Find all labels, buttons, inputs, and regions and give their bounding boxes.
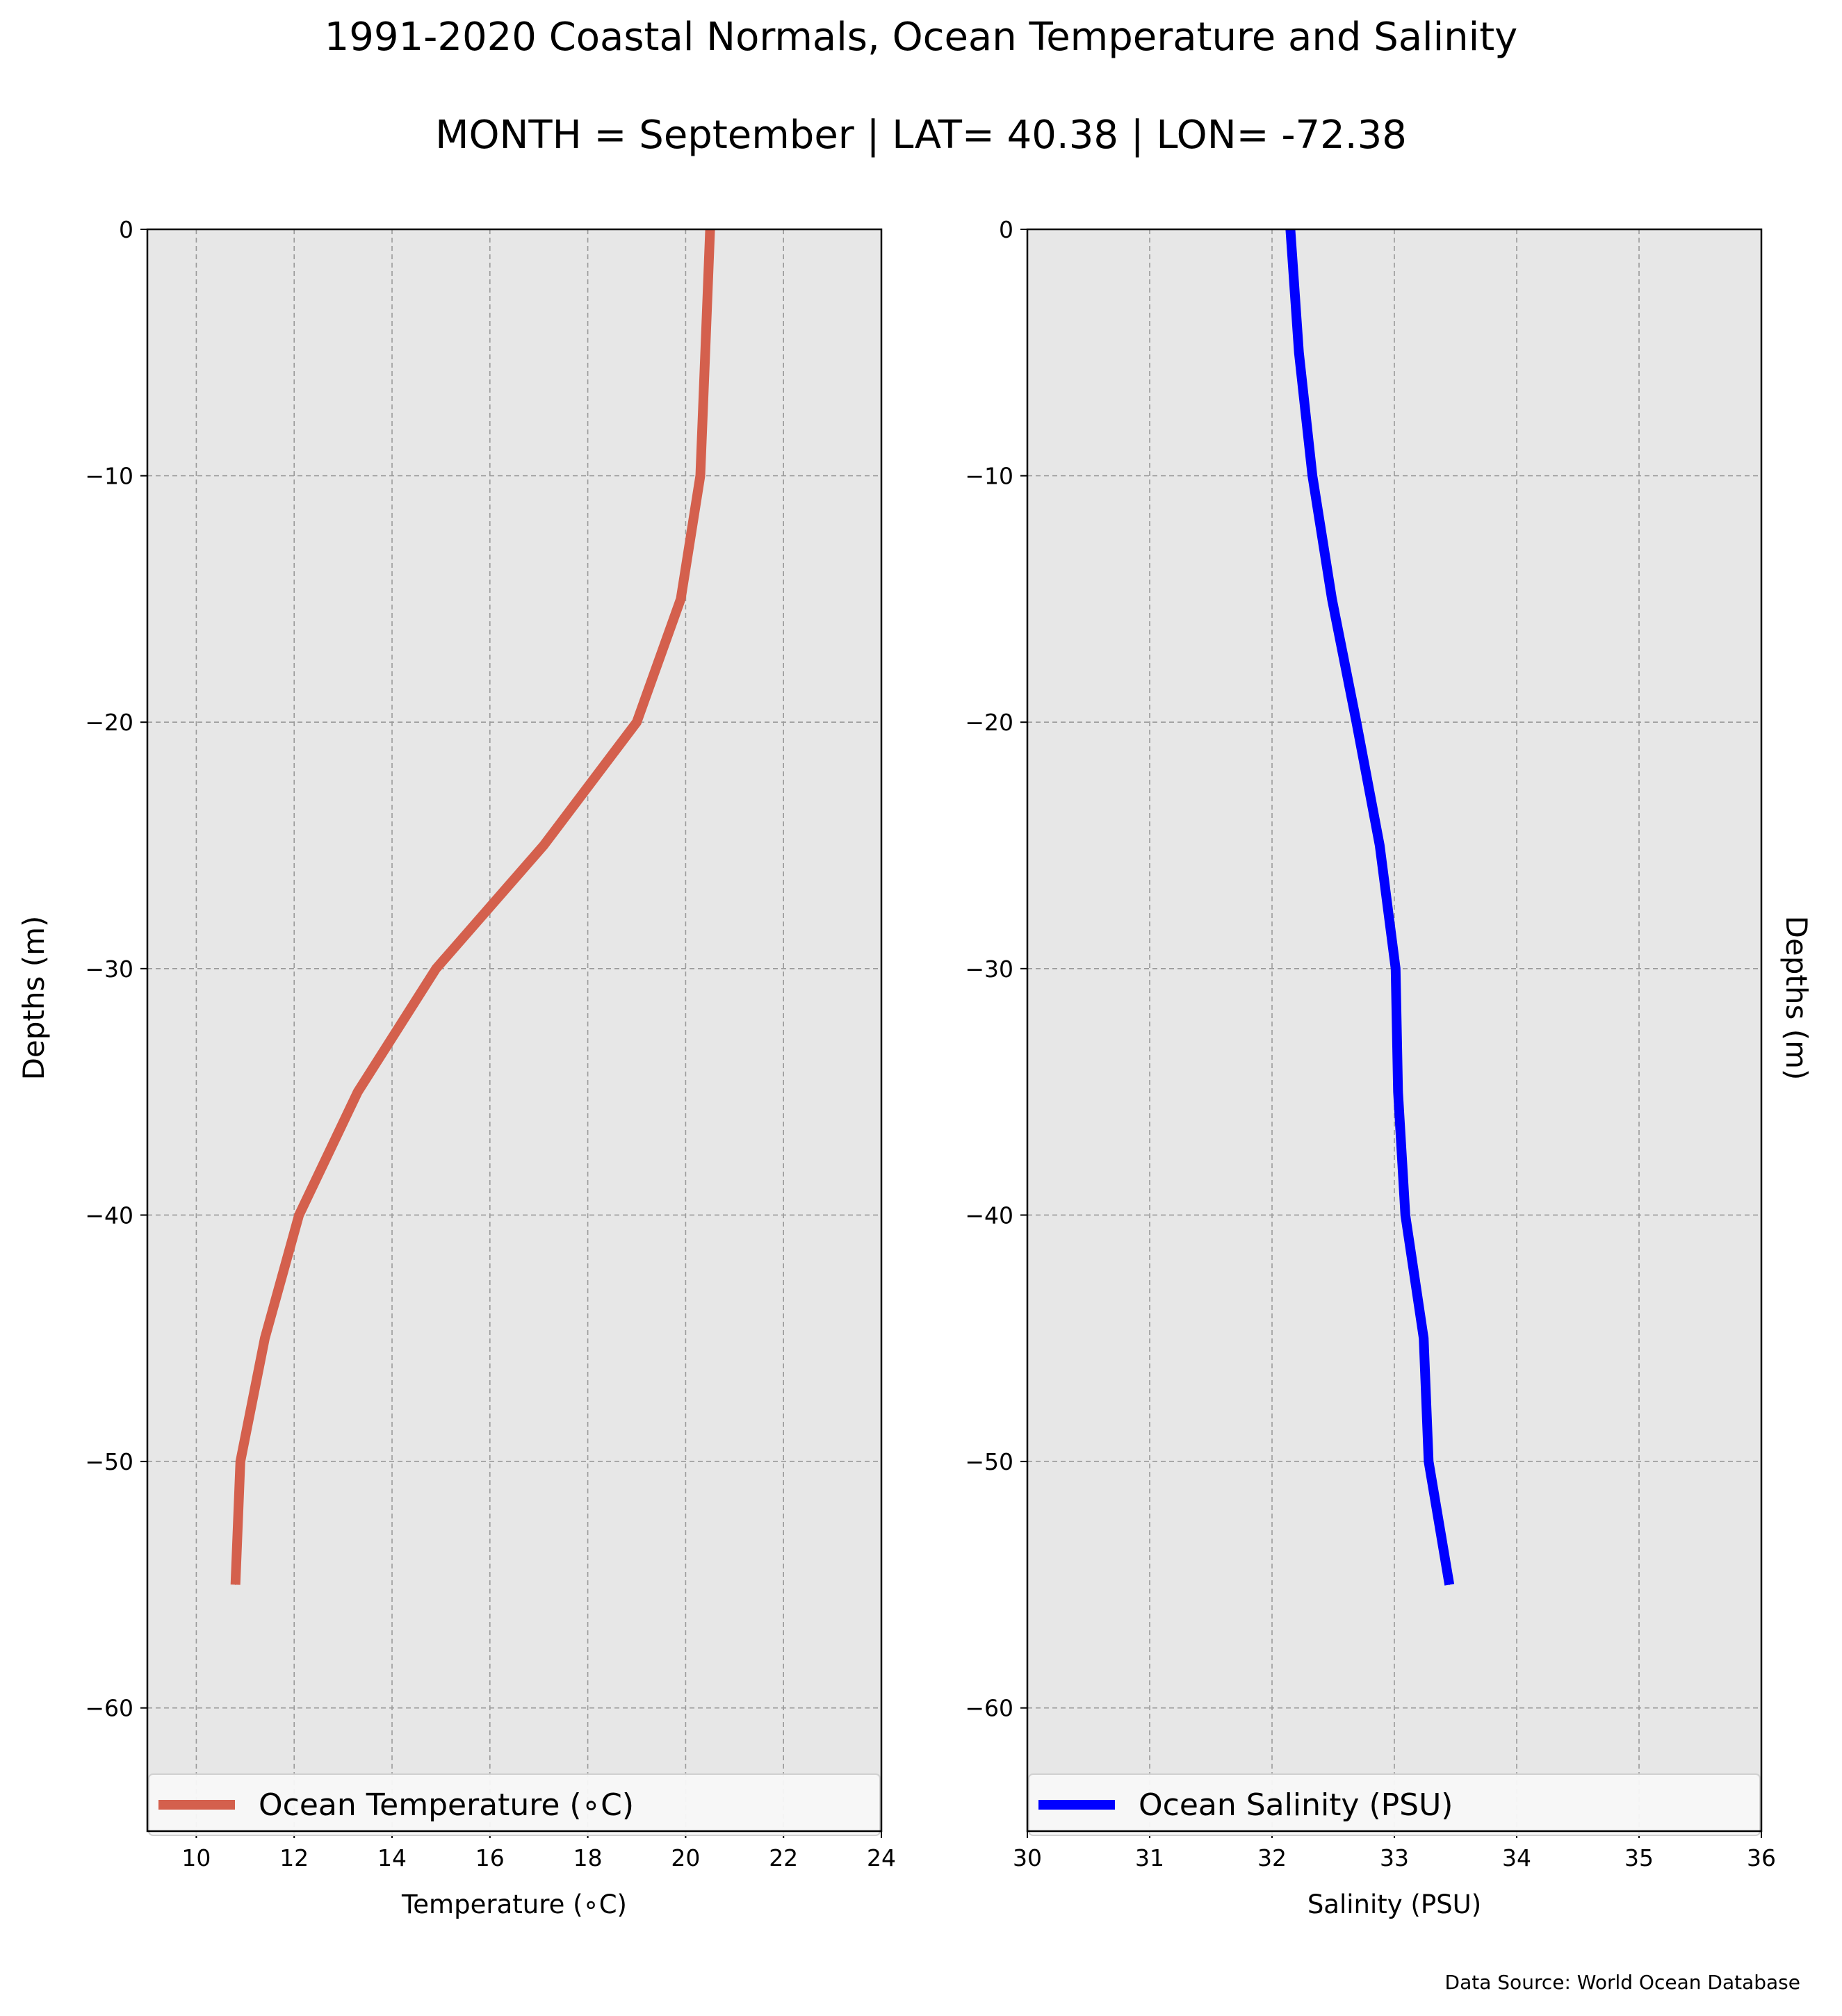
legend-box [1028,1773,1761,1836]
y-tick-label: −10 [85,463,133,490]
y-tick-label: −60 [965,1695,1013,1722]
data-point [235,1584,236,1585]
y-axis-label-left: Depths (m) [17,916,51,1081]
x-tick-label: 12 [279,1844,309,1871]
data-point [1312,475,1313,477]
x-tick-label: 33 [1380,1844,1409,1871]
salinity-panel: 30 31 32 33 34 35 36 0 −10 −20 −30 −40 −50 −60 Ocean S… [965,216,1776,1919]
x-tick-label: 35 [1624,1844,1654,1871]
plot-frame [1026,228,1763,1833]
x-tick-label: 16 [475,1844,505,1871]
chart-subtitle: MONTH = September | LAT= 40.38 | LON= -7… [435,113,1407,158]
y-axis-label-right: Depths (m) [1779,916,1814,1081]
y-tick-label: −10 [965,463,1013,490]
x-axis-label: Salinity (PSU) [1307,1890,1481,1919]
data-point [1355,721,1357,723]
series-line-temperature [230,229,715,1585]
y-tick-label: −30 [965,956,1013,983]
legend-box [148,1773,881,1836]
data-point [680,598,681,600]
data-point [705,352,706,353]
data-point [1449,1584,1450,1585]
data-point [1428,1461,1429,1462]
y-tick-label: −20 [965,709,1013,736]
data-point [1298,352,1300,353]
chart-title: 1991-2020 Coastal Normals, Ocean Tempera… [325,15,1518,60]
x-tick-label: 36 [1747,1844,1776,1871]
plot-area [147,229,881,1831]
y-tick-label: −50 [85,1448,133,1475]
x-tick-label: 32 [1257,1844,1287,1871]
x-tick-label: 14 [377,1844,407,1871]
x-tick-label: 18 [573,1844,603,1871]
legend-label: Ocean Salinity (PSU) [1139,1787,1453,1823]
x-tick-label: 30 [1013,1844,1042,1871]
y-tick-label: −30 [85,956,133,983]
data-source-note: Data Source: World Ocean Database [1445,1971,1800,1994]
y-tick-label: −40 [965,1202,1013,1229]
y-tick-label: 0 [119,216,133,243]
y-tick-label: −20 [85,709,133,736]
data-point [700,475,701,477]
data-point [435,968,437,969]
x-tick-label: 31 [1135,1844,1164,1871]
plot-frame [146,228,883,1833]
legend-label: Ocean Temperature (∘C) [259,1787,634,1823]
x-tick-label: 24 [867,1844,896,1871]
x-tick-label: 10 [181,1844,211,1871]
x-tick-label: 34 [1502,1844,1531,1871]
x-tick-label: 22 [769,1844,798,1871]
y-tick-label: −40 [85,1202,133,1229]
series-line-salinity [1285,229,1455,1586]
temperature-panel: 10 12 14 16 18 20 22 24 0 −10 −20 −30 −40 −50 −60 Ocean… [85,216,896,1919]
x-tick-label: 20 [671,1844,700,1871]
y-tick-label: −50 [965,1448,1013,1475]
data-point [240,1461,241,1462]
y-tick-label: 0 [999,216,1013,243]
x-axis-label: Temperature (∘C) [401,1890,627,1919]
y-tick-label: −60 [85,1695,133,1722]
data-point [1395,968,1396,969]
data-point [1379,845,1380,846]
